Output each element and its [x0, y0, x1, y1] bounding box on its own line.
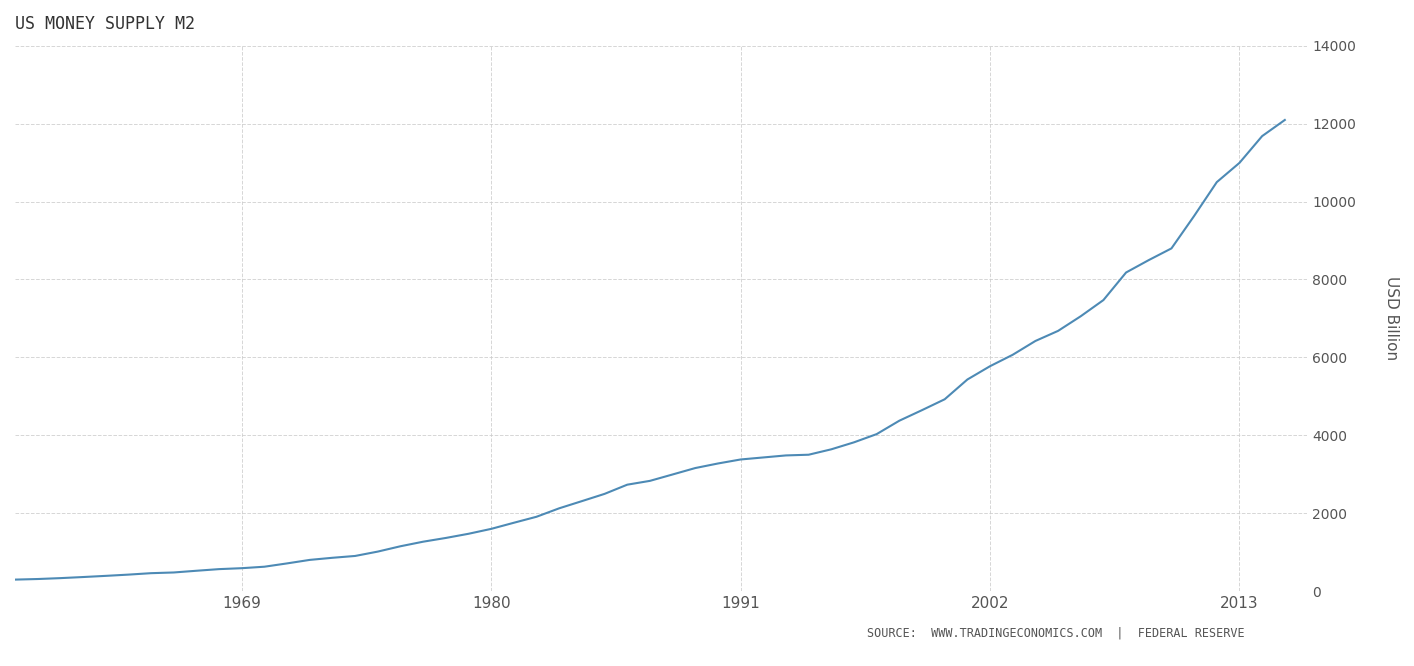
Text: US MONEY SUPPLY M2: US MONEY SUPPLY M2 [16, 15, 195, 33]
Y-axis label: USD Billion: USD Billion [1384, 276, 1398, 360]
Text: SOURCE:  WWW.TRADINGECONOMICS.COM  |  FEDERAL RESERVE: SOURCE: WWW.TRADINGECONOMICS.COM | FEDER… [867, 626, 1244, 639]
